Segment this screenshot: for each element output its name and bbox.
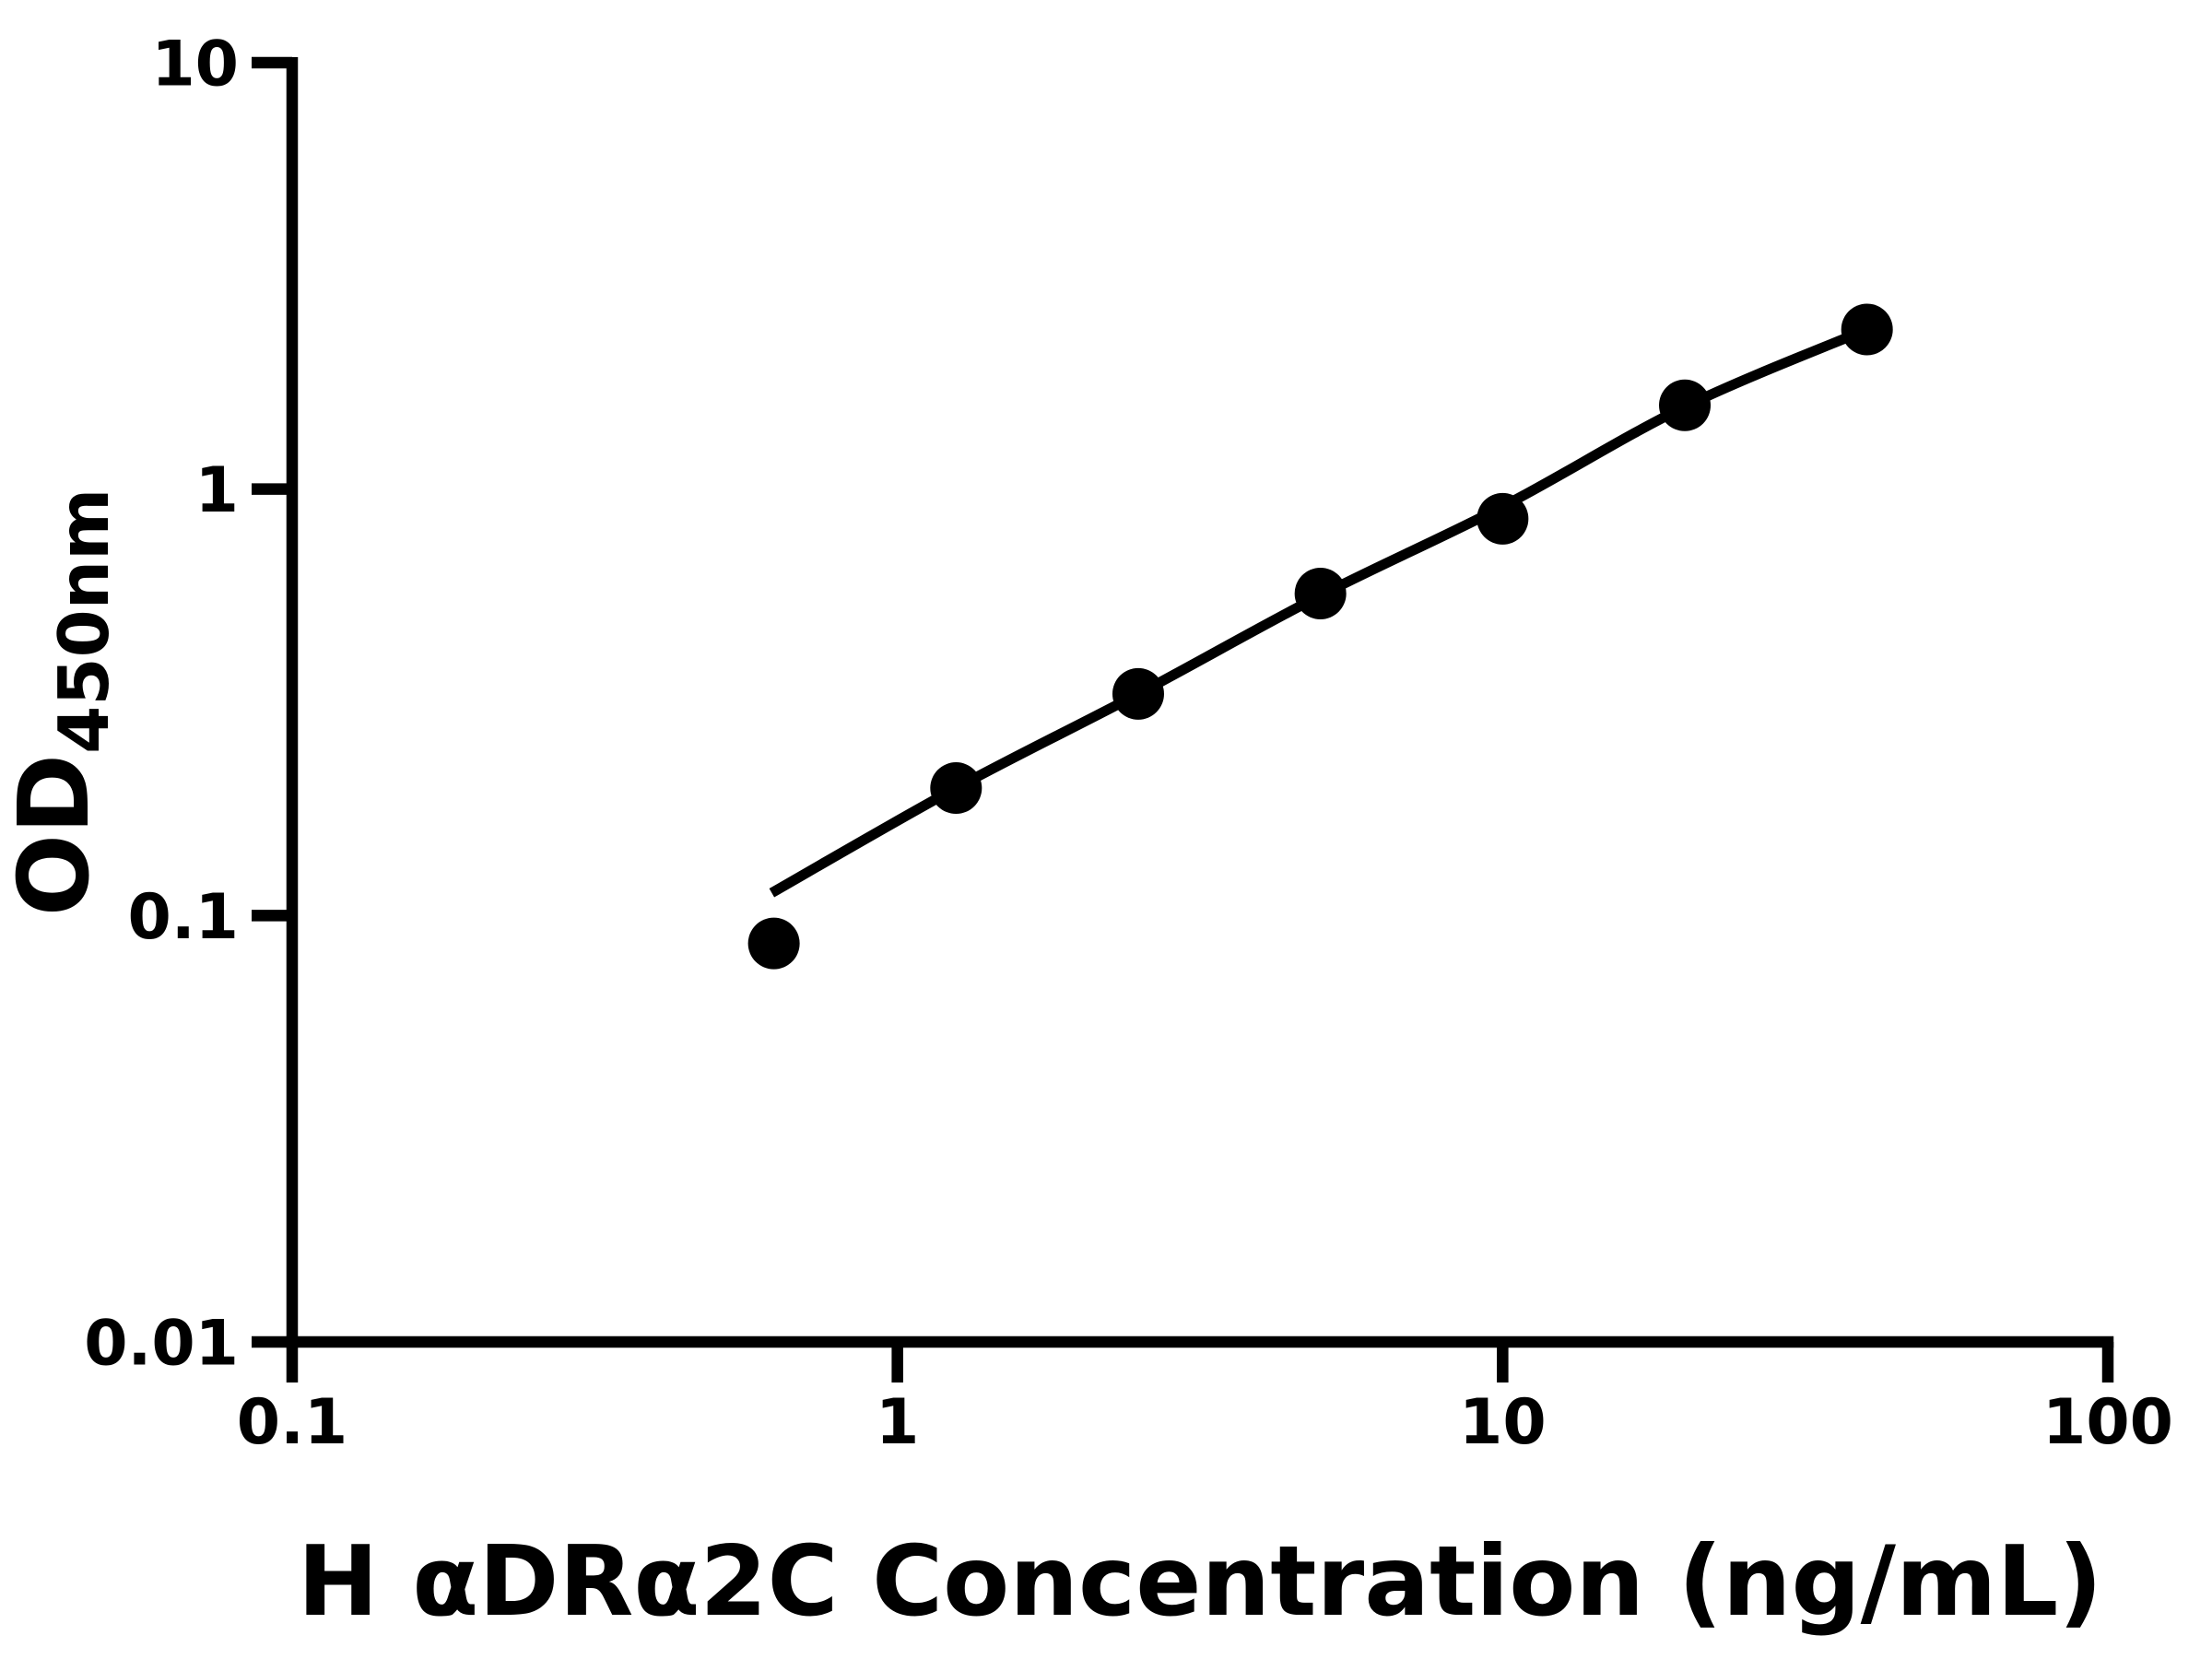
data-point-marker [1112,667,1164,720]
y-tick-label-0.1: 0.1 [128,881,239,954]
y-axis-title: OD450nm [0,488,124,917]
x-axis-title: H αDRα2C Concentration (ng/mL) [298,1525,2103,1638]
y-tick-label-10: 10 [151,28,239,100]
y-tick-label-1: 1 [195,454,239,527]
data-point-marker [930,762,982,815]
data-point-marker [1477,492,1529,545]
y-tick-label-0.01: 0.01 [84,1307,239,1380]
data-point-marker [747,917,800,970]
x-tick-label-100: 100 [2042,1386,2173,1459]
data-point-marker [1659,379,1712,431]
axes-group [252,56,2114,1382]
x-tick-label-1: 1 [876,1386,919,1459]
x-tick-label-10: 10 [1459,1386,1547,1459]
data-point-markers-group [747,303,1893,970]
x-tick-label-0.1: 0.1 [237,1386,347,1459]
y-axis-title-main: OD [0,754,111,916]
data-point-marker [1294,567,1347,619]
data-point-marker [1841,303,1893,356]
y-axis-title-subscript: 450nm [43,488,124,754]
